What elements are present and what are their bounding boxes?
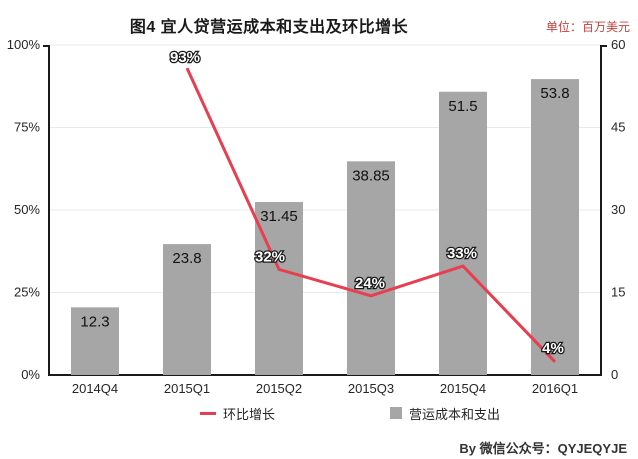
- line-point-label: 4%: [542, 340, 564, 357]
- line-point-label: 32%: [255, 248, 285, 265]
- chart-title: 图4 宜人贷营运成本和支出及环比增长: [129, 19, 409, 36]
- bar-value-label: 51.5: [448, 98, 477, 115]
- bar-value-label: 38.85: [352, 167, 390, 184]
- right-axis-tick-label: 45: [611, 120, 625, 135]
- x-axis-category-label: 2015Q4: [440, 381, 486, 396]
- line-point-label: 93%: [170, 49, 200, 66]
- byline: By 微信公众号：QYJEQYJE: [459, 441, 627, 456]
- line-swatch-icon: [200, 411, 216, 415]
- left-axis-tick-label: 75%: [14, 120, 40, 135]
- bar-2015Q2: [255, 202, 303, 375]
- line-point-label: 33%: [447, 245, 477, 262]
- left-axis-tick-label: 25%: [14, 285, 40, 300]
- x-axis-category-label: 2014Q4: [72, 381, 118, 396]
- bar-value-label: 23.8: [172, 250, 201, 267]
- bar-value-label: 53.8: [540, 85, 569, 102]
- right-axis-tick-label: 30: [611, 202, 625, 217]
- unit-label: 单位：百万美元: [545, 20, 630, 34]
- x-axis-category-label: 2015Q2: [256, 381, 302, 396]
- growth-line: [185, 67, 557, 363]
- left-axis-tick-label: 0%: [21, 367, 40, 382]
- legend-bar-label: 营运成本和支出: [409, 406, 501, 422]
- legend-line-label: 环比增长: [223, 406, 276, 422]
- bar-2015Q3: [347, 161, 395, 375]
- legend-item-line: 环比增长: [200, 405, 276, 422]
- bar-swatch-icon: [390, 407, 402, 419]
- chart-legend: 环比增长 营运成本和支出: [0, 405, 638, 425]
- left-axis-tick-label: 100%: [7, 37, 41, 52]
- right-axis-tick-label: 15: [611, 285, 625, 300]
- bar-2015Q1: [163, 244, 211, 375]
- x-axis-category-label: 2016Q1: [532, 381, 578, 396]
- right-axis-tick-label: 0: [611, 367, 618, 382]
- bar-value-label: 31.45: [260, 208, 298, 225]
- legend-item-bar: 营运成本和支出: [390, 405, 501, 422]
- bar-2016Q1: [531, 79, 579, 375]
- left-axis-tick-label: 50%: [14, 202, 40, 217]
- bar-value-label: 12.3: [80, 313, 109, 330]
- bar-2014Q4: [71, 307, 119, 375]
- x-axis-category-label: 2015Q1: [164, 381, 210, 396]
- bar-2015Q4: [439, 91, 487, 375]
- line-point-label: 24%: [355, 275, 385, 292]
- right-axis-tick-label: 60: [611, 37, 625, 52]
- x-axis-category-label: 2015Q3: [348, 381, 394, 396]
